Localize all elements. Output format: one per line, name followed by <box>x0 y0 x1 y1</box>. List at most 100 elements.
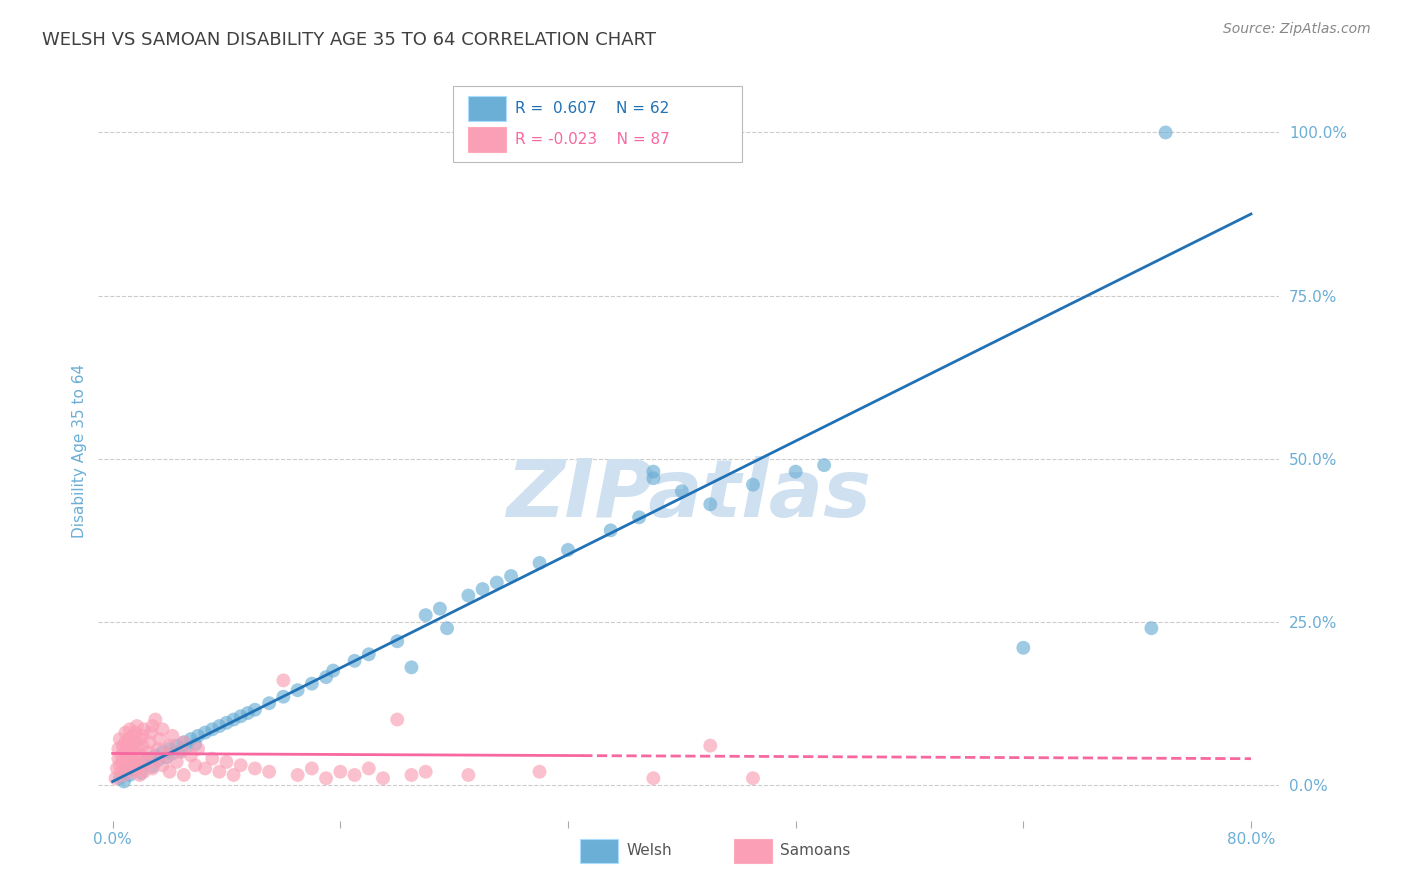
Point <box>120 739 142 753</box>
Point <box>215 755 238 769</box>
Point <box>129 758 152 772</box>
Point <box>162 729 184 743</box>
Point <box>1140 621 1163 635</box>
Point <box>187 729 209 743</box>
Point <box>208 764 231 779</box>
Point <box>329 764 352 779</box>
Point <box>121 764 143 779</box>
Point <box>115 761 138 775</box>
Point <box>111 739 134 753</box>
Point <box>115 752 138 766</box>
Text: WELSH VS SAMOAN DISABILITY AGE 35 TO 64 CORRELATION CHART: WELSH VS SAMOAN DISABILITY AGE 35 TO 64 … <box>42 31 657 49</box>
Point <box>170 744 193 758</box>
Point <box>176 739 198 754</box>
Point <box>159 742 181 756</box>
Point <box>125 719 148 733</box>
Point <box>143 752 166 766</box>
Text: R = -0.023    N = 87: R = -0.023 N = 87 <box>516 132 671 147</box>
Point <box>457 768 479 782</box>
Point <box>643 471 665 485</box>
Point <box>471 582 494 596</box>
Point <box>128 768 150 782</box>
Point <box>215 715 238 730</box>
Point <box>143 748 166 763</box>
Point <box>273 673 295 688</box>
Point <box>180 732 202 747</box>
Point <box>124 725 146 739</box>
FancyBboxPatch shape <box>581 839 619 863</box>
Point <box>208 719 231 733</box>
Point <box>148 742 170 756</box>
Point <box>243 703 266 717</box>
Point <box>429 601 451 615</box>
Point <box>243 761 266 775</box>
Point <box>273 690 295 704</box>
Point <box>371 771 394 785</box>
Point <box>222 768 245 782</box>
Point <box>1012 640 1035 655</box>
Point <box>127 742 149 756</box>
FancyBboxPatch shape <box>453 87 742 161</box>
FancyBboxPatch shape <box>734 839 772 863</box>
Point <box>104 771 127 785</box>
Point <box>117 742 139 756</box>
Point <box>236 706 259 720</box>
Point <box>122 761 145 775</box>
Text: ZIPatlas: ZIPatlas <box>506 456 872 534</box>
Point <box>287 683 309 698</box>
Point <box>170 745 193 759</box>
Point <box>125 761 148 775</box>
Point <box>122 745 145 759</box>
Point <box>156 748 179 763</box>
Point <box>222 713 245 727</box>
Point <box>128 732 150 747</box>
Point <box>132 764 155 779</box>
Point <box>127 758 149 772</box>
Point <box>166 739 188 753</box>
Point <box>1154 126 1177 140</box>
Point <box>159 764 181 779</box>
Point <box>141 759 163 773</box>
Point <box>180 748 202 763</box>
FancyBboxPatch shape <box>468 127 506 153</box>
Point <box>131 729 153 743</box>
Point <box>257 696 280 710</box>
Point <box>118 768 141 782</box>
Point <box>742 771 765 785</box>
Point <box>315 771 337 785</box>
Point <box>162 747 184 761</box>
Point <box>699 497 721 511</box>
Point <box>112 745 135 759</box>
Point <box>499 569 522 583</box>
Point <box>387 713 409 727</box>
Point <box>785 465 807 479</box>
Point <box>671 484 693 499</box>
Point <box>401 768 423 782</box>
Point <box>415 764 437 779</box>
Point <box>194 725 217 739</box>
Point <box>115 764 138 779</box>
Point <box>643 465 665 479</box>
Point <box>127 752 149 766</box>
Point <box>166 755 188 769</box>
Point <box>184 758 207 772</box>
Point <box>114 735 136 749</box>
Point <box>148 753 170 767</box>
Point <box>201 752 224 766</box>
Point <box>110 748 132 763</box>
Point <box>173 735 195 749</box>
Point <box>114 725 136 739</box>
Point <box>129 748 152 763</box>
Point <box>108 758 131 772</box>
Point <box>107 742 129 756</box>
Text: Samoans: Samoans <box>780 844 851 858</box>
Point <box>108 732 131 747</box>
Point <box>120 748 142 763</box>
Point <box>742 477 765 491</box>
Point <box>136 755 159 769</box>
Point <box>141 719 163 733</box>
Point <box>136 745 159 759</box>
Point <box>315 670 337 684</box>
Point <box>287 768 309 782</box>
Point <box>138 735 160 749</box>
